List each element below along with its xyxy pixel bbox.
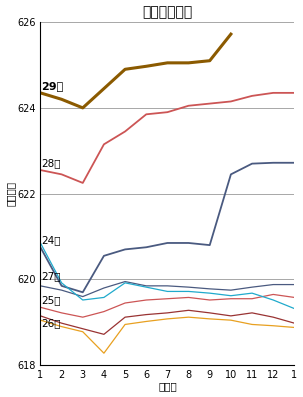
Text: 27年: 27年	[42, 271, 61, 281]
Text: 24年: 24年	[42, 235, 61, 245]
Title: 月別人口推移: 月別人口推移	[142, 6, 192, 19]
Text: 25年: 25年	[42, 295, 61, 305]
X-axis label: （月）: （月）	[158, 382, 177, 391]
Y-axis label: （万人）: （万人）	[5, 181, 15, 206]
Text: 29年: 29年	[42, 81, 64, 91]
Text: 26年: 26年	[42, 318, 61, 328]
Text: 28年: 28年	[42, 158, 61, 168]
